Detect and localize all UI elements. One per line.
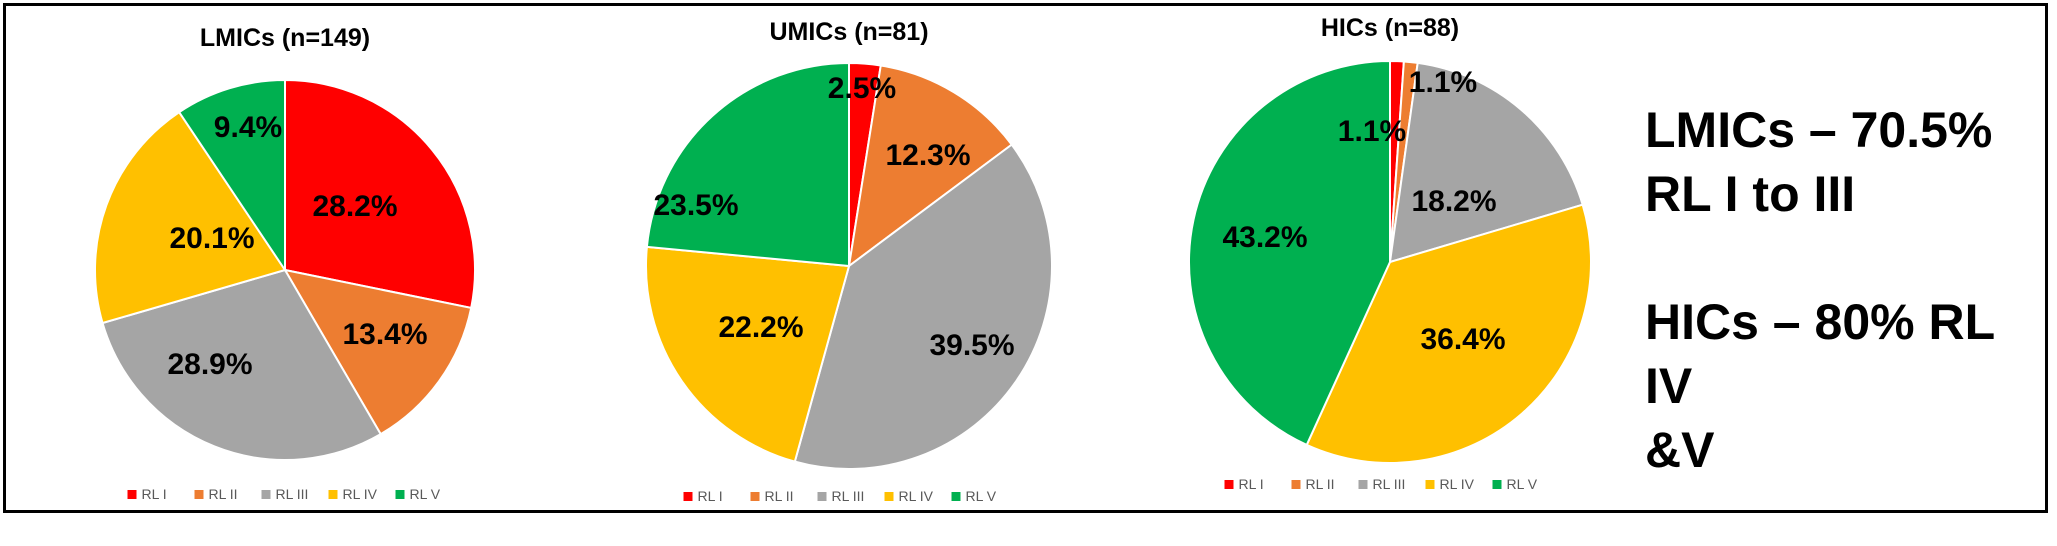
legend-item-rl-v: RL V <box>951 488 997 504</box>
legend-swatch <box>1224 480 1234 489</box>
legend-swatch <box>951 492 961 501</box>
legend-label: RL III <box>832 488 865 504</box>
legend-swatch <box>127 490 137 499</box>
legend-swatch <box>1492 480 1502 489</box>
pie-slice-rl-iii <box>1388 61 1584 264</box>
legend-label: RL II <box>765 488 794 504</box>
legend-swatch <box>1291 480 1301 489</box>
pie-slice-rl-i <box>284 78 476 310</box>
legend-swatch <box>328 490 338 499</box>
pie-slice-rl-iv <box>1305 203 1592 464</box>
data-label-rl-v: 9.4% <box>214 111 282 144</box>
legend-label: RL I <box>142 486 167 502</box>
legend-swatch <box>395 490 405 499</box>
legend-swatch <box>884 492 894 501</box>
legend-item-rl-iii: RL III <box>261 486 309 502</box>
legend-item-rl-i: RL I <box>127 486 167 502</box>
legend-swatch <box>750 492 760 501</box>
legend-item-rl-v: RL V <box>395 486 441 502</box>
pie-chart-lmics: LMICs (n=149) 28.2% 13.4% 28.9% 20.1% 9.4% RL … <box>94 24 476 502</box>
data-label-rl-ii: 1.1% <box>1338 115 1406 148</box>
summary-line-lmics: LMICs – 70.5% <box>1645 102 1993 158</box>
pie-title: UMICs (n=81) <box>769 18 928 46</box>
legend-label: RL IV <box>1440 476 1475 492</box>
data-label-rl-iii: 18.2% <box>1411 185 1496 218</box>
legend-item-rl-iii: RL III <box>1358 476 1406 492</box>
legend-label: RL II <box>1306 476 1335 492</box>
legend-item-rl-i: RL I <box>683 488 723 504</box>
pie-slice-rl-v <box>1188 59 1391 447</box>
legend-item-rl-ii: RL II <box>750 488 794 504</box>
data-label-rl-iii: 39.5% <box>929 329 1014 362</box>
legend-item-rl-ii: RL II <box>1291 476 1335 492</box>
data-label-rl-iv: 20.1% <box>169 222 254 255</box>
data-label-rl-iv: 36.4% <box>1420 323 1505 356</box>
data-label-rl-i: 28.2% <box>312 190 397 223</box>
pie-chart-hics: HICs (n=88) 1.1%1.1% 18.2% 36.4% 43.2% RL I RL… <box>1188 14 1592 492</box>
legend-label: RL V <box>1507 476 1538 492</box>
pie-slice-rl-ii <box>847 64 1014 269</box>
summary-line-hics-range: &V <box>1645 422 1715 478</box>
legend-item-rl-iv: RL IV <box>328 486 378 502</box>
legend-item-rl-iv: RL IV <box>1425 476 1475 492</box>
data-label-rl-ii: 13.4% <box>342 318 427 351</box>
summary-line-hics: HICs – 80% RL IV <box>1645 294 1995 414</box>
legend-label: RL V <box>966 488 997 504</box>
legend-label: RL I <box>698 488 723 504</box>
data-label-rl-iii: 28.9% <box>167 348 252 381</box>
legend-label: RL I <box>1239 476 1264 492</box>
summary-line-lmics-range: RL I to III <box>1645 166 1856 222</box>
data-label-rl-ii: 12.3% <box>885 139 970 172</box>
legend-label: RL II <box>209 486 238 502</box>
legend-swatch <box>1425 480 1435 489</box>
pie-title: HICs (n=88) <box>1321 14 1459 42</box>
data-label-rl-i: 1.1% <box>1409 66 1477 99</box>
pie-chart-umics: UMICs (n=81) 2.5% 12.3% 39.5% 22.2% 23.5% RL I… <box>645 18 1053 504</box>
data-label-rl-v: 23.5% <box>653 189 738 222</box>
summary-text: LMICs – 70.5% RL I to III HICs – 80% RL … <box>1645 98 2045 546</box>
legend-label: RL III <box>276 486 309 502</box>
data-label-rl-i: 2.5% <box>828 72 896 105</box>
legend-swatch <box>1358 480 1368 489</box>
pie-slice-rl-iv <box>94 110 287 325</box>
legend-swatch <box>261 490 271 499</box>
legend-item-rl-iv: RL IV <box>884 488 934 504</box>
pie-slice-rl-ii <box>283 268 473 436</box>
legend-swatch <box>817 492 827 501</box>
legend-item-rl-ii: RL II <box>194 486 238 502</box>
data-label-rl-v: 43.2% <box>1222 221 1307 254</box>
legend-swatch <box>194 490 204 499</box>
pie-slice-rl-iii <box>101 268 383 462</box>
data-label-rl-iv: 22.2% <box>718 311 803 344</box>
legend-item-rl-iii: RL III <box>817 488 865 504</box>
legend-label: RL III <box>1373 476 1406 492</box>
legend-item-rl-i: RL I <box>1224 476 1264 492</box>
legend-swatch <box>683 492 693 501</box>
pie-charts-canvas: LMICs (n=149) 28.2% 13.4% 28.9% 20.1% 9.4% RL … <box>94 14 1592 504</box>
legend-item-rl-v: RL V <box>1492 476 1538 492</box>
pie-slice-rl-v <box>177 78 286 274</box>
pie-slice-rl-v <box>645 61 850 268</box>
legend-label: RL V <box>410 486 441 502</box>
pie-slice-rl-iv <box>645 245 851 463</box>
pie-title: LMICs (n=149) <box>200 24 370 52</box>
legend-label: RL IV <box>343 486 378 502</box>
pie-slice-rl-iii <box>793 143 1053 470</box>
legend-label: RL IV <box>899 488 934 504</box>
